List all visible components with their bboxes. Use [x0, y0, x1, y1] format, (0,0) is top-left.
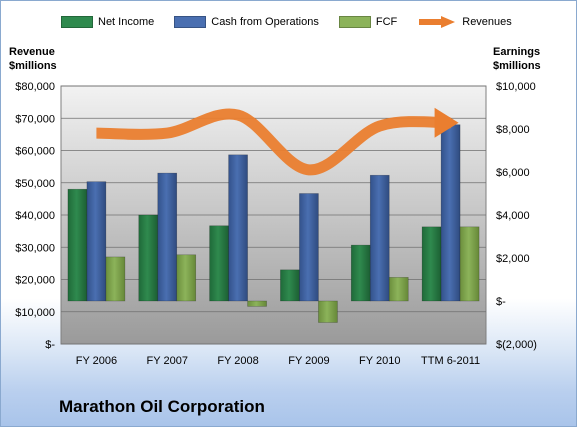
legend-swatch — [174, 16, 207, 28]
right-tick-label: $(2,000) — [496, 339, 537, 351]
revenues-arrowhead — [434, 107, 459, 138]
legend-label: Revenues — [462, 16, 512, 28]
left-tick-label: $40,000 — [15, 210, 55, 222]
arrow-icon — [419, 16, 456, 28]
fcf-bar — [105, 256, 126, 302]
right-tick-label: $8,000 — [496, 124, 530, 136]
right-tick-label: $6,000 — [496, 167, 530, 179]
net-income-bar — [280, 269, 300, 302]
left-tick-label: $70,000 — [15, 113, 55, 125]
left-tick-label: $10,000 — [15, 307, 55, 319]
fcf-bar — [459, 226, 480, 302]
right-tick-label: $4,000 — [496, 210, 530, 222]
right-tick-label: $- — [496, 296, 506, 308]
legend-label: Net Income — [98, 16, 155, 28]
cash-from-operations-bar — [157, 172, 178, 302]
category-label: FY 2006 — [76, 355, 117, 367]
cash-from-operations-bar — [299, 193, 319, 302]
right-tick-label: $2,000 — [496, 253, 530, 265]
legend-item: Cash from Operations — [174, 16, 319, 28]
right-axis-title: Earnings $millions — [493, 46, 541, 72]
fcf-bar — [247, 300, 267, 307]
legend-swatch — [338, 16, 371, 28]
net-income-bar — [350, 244, 371, 302]
left-tick-label: $20,000 — [15, 275, 55, 287]
category-label: FY 2008 — [217, 355, 258, 367]
cash-from-operations-bar — [440, 124, 461, 302]
legend-item: Revenues — [417, 15, 512, 29]
category-label: FY 2009 — [288, 355, 329, 367]
category-label: FY 2007 — [147, 355, 188, 367]
left-tick-label: $- — [45, 339, 55, 351]
fcf-bar — [388, 277, 409, 302]
cash-from-operations-bar — [369, 174, 390, 302]
legend-label: FCF — [375, 16, 398, 28]
legend-item: FCF — [338, 16, 398, 28]
company-title: Marathon Oil Corporation — [59, 397, 265, 416]
left-tick-label: $30,000 — [15, 242, 55, 254]
net-income-bar — [421, 226, 442, 302]
legend-label: Cash from Operations — [211, 16, 319, 28]
net-income-bar — [138, 214, 159, 302]
legend-item: Net Income — [61, 16, 154, 28]
category-label: TTM 6-2011 — [421, 355, 480, 367]
legend: Net Income Cash from Operations FCF Revenue… — [61, 15, 532, 29]
revenues-line — [96, 108, 451, 176]
net-income-bar — [209, 225, 229, 302]
left-tick-label: $80,000 — [15, 81, 55, 93]
cash-from-operations-bar — [86, 181, 107, 302]
left-tick-label: $50,000 — [15, 178, 55, 190]
fcf-bar — [176, 254, 197, 302]
legend-swatch — [61, 16, 93, 28]
left-tick-label: $60,000 — [15, 146, 55, 158]
left-axis-title: Revenue $millions — [9, 46, 57, 72]
fcf-bar — [318, 300, 338, 323]
right-tick-label: $10,000 — [496, 81, 536, 93]
net-income-bar — [67, 188, 88, 302]
cash-from-operations-bar — [228, 154, 248, 302]
category-label: FY 2010 — [359, 355, 400, 367]
